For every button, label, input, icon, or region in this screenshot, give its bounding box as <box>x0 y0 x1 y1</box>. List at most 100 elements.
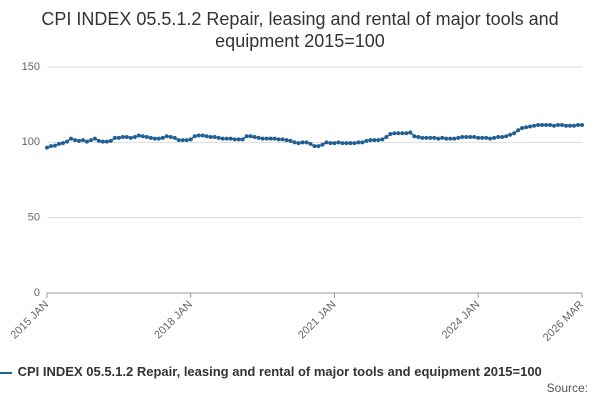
data-point <box>140 134 145 139</box>
data-point <box>268 136 273 141</box>
data-point <box>416 135 421 140</box>
data-point <box>572 123 577 128</box>
data-point <box>480 135 485 140</box>
data-point <box>136 133 141 138</box>
data-point <box>132 135 137 140</box>
data-point <box>196 133 201 138</box>
data-point <box>340 141 345 146</box>
data-point <box>472 135 477 140</box>
data-point <box>72 138 77 143</box>
x-tick-label: 2018 JAN <box>152 299 195 342</box>
data-point <box>124 135 129 140</box>
x-tick-label: 2021 JAN <box>296 299 339 342</box>
data-point <box>128 135 133 140</box>
data-point <box>152 136 157 141</box>
data-point <box>64 139 69 144</box>
data-point <box>420 135 425 140</box>
data-point <box>184 138 189 143</box>
data-point <box>160 135 165 140</box>
data-point <box>176 138 181 143</box>
data-point <box>424 135 429 140</box>
data-point <box>296 141 301 146</box>
data-point <box>396 131 401 136</box>
data-point <box>108 138 113 143</box>
data-point <box>444 136 449 141</box>
data-point <box>556 123 561 128</box>
y-tick-label: 0 <box>34 287 40 299</box>
data-point <box>552 123 557 128</box>
data-point <box>80 138 85 143</box>
data-point <box>500 135 505 140</box>
data-point <box>400 131 405 136</box>
data-point <box>200 133 205 138</box>
data-point <box>548 123 553 128</box>
data-point <box>448 136 453 141</box>
data-point <box>408 130 413 135</box>
data-point <box>436 136 441 141</box>
legend-marker <box>0 371 12 374</box>
data-point <box>476 135 481 140</box>
data-point <box>440 135 445 140</box>
data-point <box>536 123 541 128</box>
data-point <box>356 140 361 145</box>
data-point <box>220 136 225 141</box>
data-point <box>232 137 237 142</box>
data-point <box>60 141 65 146</box>
x-tick-label: 2024 JAN <box>440 299 483 342</box>
data-point <box>120 135 125 140</box>
data-point <box>560 123 565 128</box>
data-point <box>380 137 385 142</box>
y-tick-label: 100 <box>22 136 40 148</box>
data-point <box>192 134 197 139</box>
data-point <box>212 135 217 140</box>
data-point <box>84 139 89 144</box>
y-tick-label: 50 <box>28 212 40 224</box>
data-point <box>332 141 337 146</box>
data-point <box>272 136 277 141</box>
data-point <box>76 138 81 143</box>
data-point <box>576 123 581 128</box>
data-point <box>236 137 241 142</box>
legend-label: CPI INDEX 05.5.1.2 Repair, leasing and r… <box>17 364 542 379</box>
data-point <box>324 140 329 145</box>
data-point <box>112 135 117 140</box>
data-point <box>224 136 229 141</box>
data-point <box>488 136 493 141</box>
data-point <box>300 140 305 145</box>
data-point <box>384 135 389 140</box>
x-tick-label: 2026 MAR <box>541 299 586 344</box>
data-point <box>452 136 457 141</box>
x-tick-label: 2015 JAN <box>9 299 52 342</box>
data-point <box>252 135 257 140</box>
data-point <box>56 141 61 146</box>
data-point <box>204 134 209 139</box>
data-point <box>316 144 321 149</box>
chart-title: CPI INDEX 05.5.1.2 Repair, leasing and r… <box>41 9 559 51</box>
data-point <box>116 135 121 140</box>
data-point <box>104 139 109 144</box>
data-point <box>148 135 153 140</box>
data-point <box>228 136 233 141</box>
data-point <box>336 140 341 145</box>
data-point <box>428 135 433 140</box>
data-point <box>68 136 73 141</box>
source: Source: <box>546 381 588 395</box>
data-point <box>368 138 373 143</box>
data-point <box>344 141 349 146</box>
data-point <box>360 140 365 145</box>
data-point <box>540 123 545 128</box>
data-point <box>484 135 489 140</box>
data-point <box>208 135 213 140</box>
data-point <box>580 123 584 128</box>
data-point <box>492 135 497 140</box>
data-point <box>376 138 381 143</box>
data-point <box>348 141 353 146</box>
data-point <box>388 132 393 137</box>
data-point <box>328 141 333 146</box>
data-point <box>276 137 281 142</box>
data-point <box>48 144 53 149</box>
data-point <box>88 138 93 143</box>
data-point <box>512 131 517 136</box>
data-point <box>248 134 253 139</box>
data-point <box>544 123 549 128</box>
